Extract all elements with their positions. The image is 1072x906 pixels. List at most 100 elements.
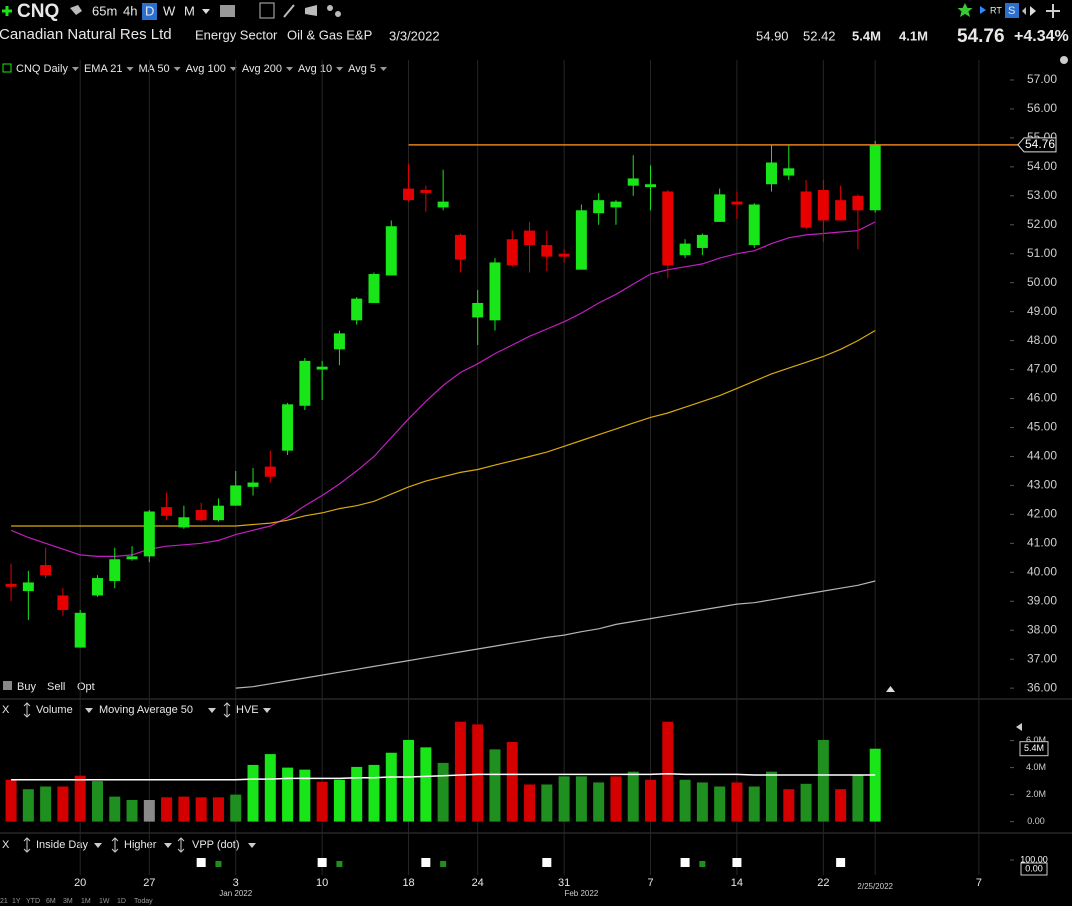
add-icon[interactable] bbox=[2, 6, 12, 16]
volume-study[interactable]: Volume bbox=[36, 704, 73, 716]
candle-body bbox=[731, 201, 743, 205]
move-icon[interactable] bbox=[111, 837, 119, 853]
interval[interactable]: 4h bbox=[123, 3, 137, 18]
hve-study[interactable]: HVE bbox=[236, 704, 259, 716]
candle-body bbox=[143, 511, 155, 557]
star-icon[interactable] bbox=[957, 3, 973, 17]
move-icon[interactable] bbox=[23, 702, 31, 718]
dropdown[interactable] bbox=[286, 67, 294, 71]
dropdown[interactable] bbox=[71, 67, 79, 71]
interval[interactable]: W bbox=[163, 3, 176, 18]
move-icon[interactable] bbox=[23, 837, 31, 853]
dropdown[interactable] bbox=[263, 708, 271, 713]
higher-study[interactable]: Higher bbox=[124, 839, 157, 851]
volume-bar bbox=[869, 748, 881, 822]
vpp-study[interactable]: VPP (dot) bbox=[192, 839, 240, 851]
buy-button[interactable]: Buy bbox=[17, 681, 36, 693]
y-tick-label: 39.00 bbox=[1027, 593, 1057, 607]
dropdown[interactable] bbox=[202, 9, 210, 14]
interval[interactable]: D bbox=[145, 3, 154, 18]
icon[interactable] bbox=[327, 5, 333, 11]
volume-bar bbox=[126, 800, 138, 822]
legend-entry[interactable]: MA 50 bbox=[138, 63, 169, 75]
move-icon[interactable] bbox=[1046, 4, 1060, 18]
range-button[interactable]: 6M bbox=[46, 898, 56, 905]
range-button[interactable]: 3M bbox=[63, 898, 73, 905]
symbol[interactable]: CNQ bbox=[17, 1, 59, 22]
x-tick-label: 18 bbox=[402, 877, 414, 889]
dropdown[interactable] bbox=[173, 67, 181, 71]
volume-bar bbox=[247, 764, 259, 822]
y-tick-label: 52.00 bbox=[1027, 217, 1057, 231]
sell-button[interactable]: Sell bbox=[47, 681, 65, 693]
date: 3/3/2022 bbox=[389, 28, 440, 43]
icon[interactable] bbox=[335, 11, 341, 17]
close-button[interactable]: X bbox=[2, 704, 10, 716]
dropdown[interactable] bbox=[248, 843, 256, 848]
range-button[interactable]: 1M bbox=[81, 898, 91, 905]
candle-body bbox=[783, 168, 795, 176]
candle-body bbox=[161, 507, 173, 516]
icon[interactable] bbox=[220, 5, 235, 17]
interval[interactable]: M bbox=[184, 3, 195, 18]
signal-marker bbox=[680, 858, 690, 867]
dropdown[interactable] bbox=[336, 67, 344, 71]
y-tick-label: 46.00 bbox=[1027, 391, 1057, 405]
inside-day-study[interactable]: Inside Day bbox=[36, 839, 88, 851]
candle-body bbox=[852, 195, 864, 211]
s-button[interactable]: S bbox=[1008, 5, 1015, 17]
day-low: 52.42 bbox=[803, 28, 836, 43]
candle-body bbox=[385, 226, 397, 276]
collapse-icon[interactable] bbox=[1016, 723, 1022, 731]
range-button[interactable]: 1D bbox=[117, 898, 126, 905]
icon[interactable] bbox=[70, 5, 82, 15]
scroll-marker[interactable] bbox=[886, 686, 895, 692]
candle-body bbox=[368, 274, 380, 303]
icon[interactable] bbox=[305, 5, 317, 16]
icon[interactable] bbox=[1022, 7, 1026, 15]
dropdown[interactable] bbox=[94, 843, 102, 848]
icon[interactable] bbox=[1030, 6, 1036, 16]
range-button[interactable]: 1W bbox=[99, 898, 110, 905]
icon[interactable] bbox=[259, 2, 275, 19]
dropdown[interactable] bbox=[164, 843, 172, 848]
interval[interactable]: 65m bbox=[92, 3, 117, 18]
settings-icon[interactable] bbox=[1060, 56, 1068, 64]
candle-body bbox=[420, 190, 432, 193]
dropdown[interactable] bbox=[85, 708, 93, 713]
candle-body bbox=[5, 583, 17, 587]
legend-entry[interactable]: Avg 5 bbox=[348, 63, 376, 75]
options-button[interactable]: Opt bbox=[77, 681, 95, 693]
volume-average-study[interactable]: Moving Average 50 bbox=[99, 704, 193, 716]
legend-entry[interactable]: Avg 100 bbox=[186, 63, 226, 75]
icon[interactable] bbox=[980, 6, 986, 14]
rt-button[interactable]: RT bbox=[990, 5, 1002, 15]
close-button[interactable]: X bbox=[2, 839, 10, 851]
volume-bar bbox=[282, 767, 294, 822]
candle-body bbox=[714, 194, 726, 222]
legend-entry[interactable]: CNQ Daily bbox=[16, 63, 68, 75]
volume-average-line bbox=[11, 772, 876, 781]
volume-bar bbox=[765, 771, 777, 822]
y-tick-label: 51.00 bbox=[1027, 246, 1057, 260]
range-button[interactable]: Today bbox=[134, 898, 153, 905]
dropdown[interactable] bbox=[208, 708, 216, 713]
range-button[interactable]: YTD bbox=[26, 898, 40, 905]
candle-body bbox=[178, 517, 190, 528]
legend-entry[interactable]: Avg 10 bbox=[298, 63, 332, 75]
volume-bar bbox=[714, 786, 726, 822]
move-icon[interactable] bbox=[223, 702, 231, 718]
legend-entry[interactable]: EMA 21 bbox=[84, 63, 123, 75]
range-button[interactable]: 21 bbox=[0, 898, 8, 905]
x-tick-label: 3 bbox=[233, 877, 239, 889]
legend-entry[interactable]: Avg 200 bbox=[242, 63, 282, 75]
icon[interactable] bbox=[283, 4, 295, 18]
move-icon[interactable] bbox=[177, 837, 185, 853]
candle-body bbox=[627, 178, 639, 186]
range-button[interactable]: 1Y bbox=[12, 898, 21, 905]
dropdown[interactable] bbox=[126, 67, 134, 71]
dropdown[interactable] bbox=[380, 67, 388, 71]
candle-body bbox=[316, 366, 328, 370]
dropdown[interactable] bbox=[229, 67, 237, 71]
